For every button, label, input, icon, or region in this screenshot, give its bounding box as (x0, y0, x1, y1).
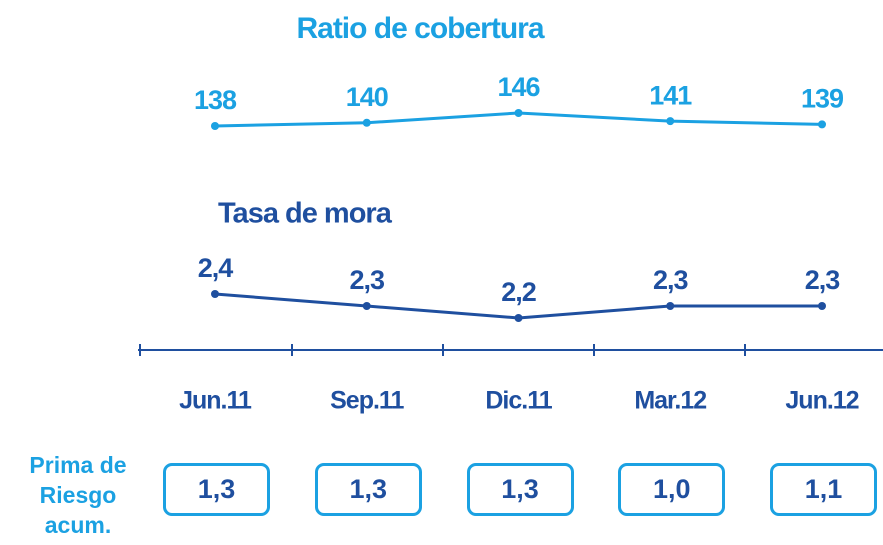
x-tick-label: Dic.11 (485, 387, 552, 415)
data-label: 146 (497, 72, 540, 102)
point (211, 122, 219, 130)
data-label: 140 (346, 82, 388, 112)
series-title: Tasa de mora (218, 198, 393, 230)
data-label: 138 (194, 85, 237, 115)
x-tick-label: Sep.11 (330, 387, 404, 415)
data-label: 141 (649, 80, 692, 110)
value-box: 1,3 (314, 463, 422, 516)
box-label: 1,3 (197, 474, 236, 504)
series-title: Ratio de cobertura (296, 12, 544, 45)
value-box: 1,1 (770, 463, 877, 516)
data-label: 2,3 (349, 265, 385, 295)
point (666, 117, 675, 126)
data-label: 139 (801, 84, 844, 114)
value-box: 1,0 (618, 463, 726, 516)
box-label: 1,3 (349, 474, 388, 504)
x-tick-label: Mar.12 (634, 387, 706, 415)
row-label: Prima de Riesgo acum. (29, 452, 127, 538)
point (514, 314, 523, 322)
x-tick-label: Jun.11 (179, 387, 252, 415)
point (818, 302, 826, 310)
x-tick-label: Jun.12 (785, 387, 858, 415)
value-box: 1,3 (466, 463, 574, 516)
value-box: 1,3 (163, 463, 270, 516)
point (362, 302, 371, 310)
point (818, 120, 826, 129)
point (362, 118, 371, 127)
box-label: 1,1 (804, 474, 843, 504)
data-label: 2,3 (805, 265, 841, 295)
point (514, 109, 523, 117)
point (666, 302, 675, 310)
point (211, 290, 219, 298)
box-label: 1,3 (501, 474, 539, 504)
data-label: 2,2 (501, 277, 536, 307)
data-label: 2,3 (653, 265, 689, 295)
data-label: 2,4 (198, 253, 234, 283)
box-label: 1,0 (652, 474, 691, 504)
